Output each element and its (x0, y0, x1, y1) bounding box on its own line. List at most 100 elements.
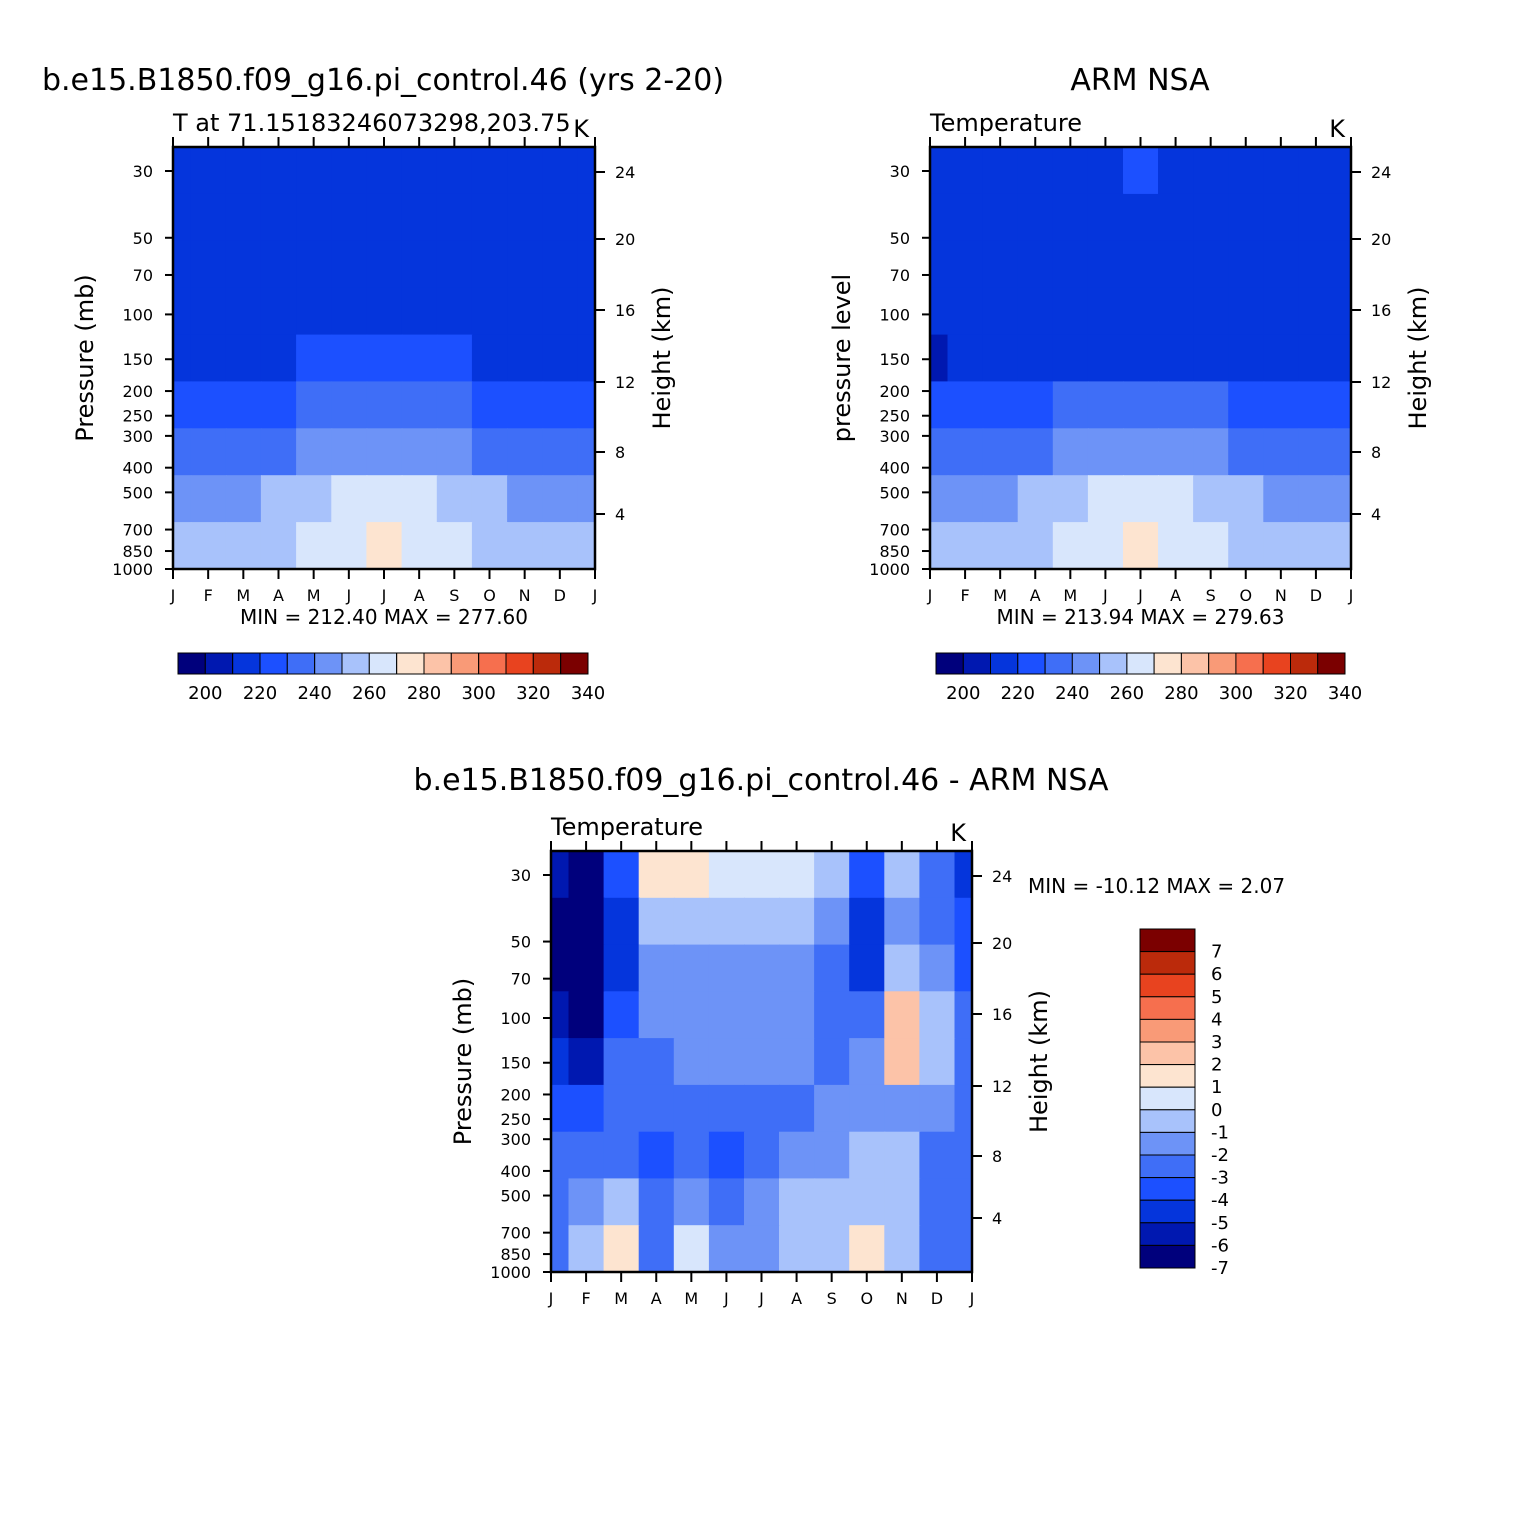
heatmap-cell (1333, 287, 1351, 336)
heatmap-cell (225, 287, 262, 336)
heatmap-cell (1263, 522, 1300, 569)
colorbar-swatch (1317, 652, 1346, 675)
heatmap-cell (1017, 287, 1054, 336)
heatmap-cell (884, 1131, 921, 1180)
colorbar-label: 280 (407, 683, 441, 704)
heatmap-cell (225, 475, 262, 524)
heatmap-cell (884, 1084, 921, 1133)
heatmap-cell (954, 1038, 972, 1086)
heatmap-cell (919, 1178, 956, 1227)
heatmap-cell (471, 381, 509, 430)
y-tick-label: 500 (500, 1187, 531, 1206)
heatmap-cell (954, 1225, 972, 1272)
heatmap-cell (173, 381, 192, 430)
heatmap-cell (507, 334, 544, 383)
heatmap-cell (568, 1038, 605, 1086)
x-tick-label: F (581, 1289, 590, 1308)
colorbar-swatch (962, 652, 992, 675)
heatmap-cell (551, 897, 570, 946)
heatmap-cell (673, 991, 710, 1040)
heatmap-cell (568, 1131, 605, 1180)
heatmap-cell (471, 334, 509, 383)
heatmap-cell (260, 193, 298, 242)
heatmap-cell (225, 522, 262, 569)
heatmap-cell (1263, 334, 1300, 383)
right-tick-label: 20 (615, 230, 635, 249)
heatmap-cell (1123, 193, 1160, 242)
colorbar-swatch (1208, 652, 1237, 675)
y-axis-label: pressure level (828, 274, 856, 442)
heatmap-cell (638, 897, 675, 946)
colorbar-label: 5 (1211, 987, 1222, 1008)
panel-subtitle: T at 71.15183246073298,203.75 (172, 109, 571, 137)
heatmap-cell (744, 991, 781, 1040)
x-tick-label: D (554, 586, 566, 605)
heatmap-cell (708, 944, 745, 993)
heatmap-cell (1017, 381, 1054, 430)
heatmap-cell (507, 522, 544, 569)
heatmap-cell (551, 1225, 570, 1272)
heatmap-cell (366, 240, 403, 289)
right-tick-label: 12 (615, 373, 635, 392)
colorbar-swatch (1153, 652, 1182, 675)
heatmap-cell (849, 944, 886, 993)
heatmap-cell (849, 1178, 886, 1227)
heatmap-cell (173, 334, 192, 383)
heatmap-cell (779, 1084, 816, 1133)
colorbar-label: -7 (1211, 1258, 1229, 1279)
heatmap-cell (436, 193, 473, 242)
heatmap-cell (814, 1131, 851, 1180)
heatmap-cell (1052, 287, 1089, 336)
heatmap-cell (260, 522, 298, 569)
heatmap-cell (1158, 147, 1195, 195)
heatmap-cell (296, 428, 333, 477)
heatmap-cell (849, 1225, 886, 1272)
heatmap-cell (638, 944, 675, 993)
heatmap-cell (603, 944, 640, 993)
heatmap-cell (190, 147, 227, 195)
heatmap-cell (568, 944, 605, 993)
panel-title: ARM NSA (1070, 63, 1210, 98)
heatmap-cell (884, 851, 921, 899)
right-tick-label: 8 (1371, 443, 1381, 462)
heatmap-cell (225, 147, 262, 195)
heatmap-cell (1263, 147, 1300, 195)
heatmap-cell (1298, 522, 1335, 569)
heatmap-cell (331, 475, 368, 524)
heatmap-cell (1263, 381, 1300, 430)
heatmap-cell (603, 1038, 640, 1086)
colorbar-swatch (1235, 652, 1264, 675)
heatmap-cell (947, 193, 984, 242)
colorbar: 200 220 240 260 280 300 320 340 (935, 652, 1362, 704)
heatmap-cell (260, 240, 298, 289)
heatmap-cell (638, 1178, 675, 1227)
colorbar-swatch (1139, 1222, 1196, 1246)
heatmap-cell (577, 147, 595, 195)
heatmap-cell (551, 944, 570, 993)
heatmap-cell (1017, 240, 1054, 289)
x-tick-label: A (273, 586, 284, 605)
heatmap-cell (1087, 334, 1124, 383)
heatmap-cell (954, 851, 972, 899)
heatmap-cell (401, 193, 438, 242)
y-tick-label: 300 (879, 427, 910, 446)
y-tick-label: 1000 (112, 560, 153, 579)
heatmap-cell (947, 334, 984, 383)
x-tick-label: J (592, 586, 598, 605)
right-tick-label: 16 (615, 301, 635, 320)
heatmap-cell (947, 522, 984, 569)
colorbar-label: 0 (1211, 1100, 1222, 1121)
y-tick-label: 30 (133, 162, 153, 181)
heatmap-cell (849, 851, 886, 899)
heatmap-cell (779, 1178, 816, 1227)
colorbar-swatch (1139, 1086, 1196, 1111)
heatmap-cell (673, 1131, 710, 1180)
y-tick-label: 500 (879, 483, 910, 502)
right-tick-label: 20 (992, 934, 1012, 953)
heatmap-cell (884, 944, 921, 993)
heatmap-cell (1087, 475, 1124, 524)
heatmap-cell (507, 381, 544, 430)
panel-2: ARM NSA Temperature K J F M A M J J A S O N D J 30 50 70 10… (828, 63, 1432, 704)
x-tick-label: O (860, 1289, 873, 1308)
